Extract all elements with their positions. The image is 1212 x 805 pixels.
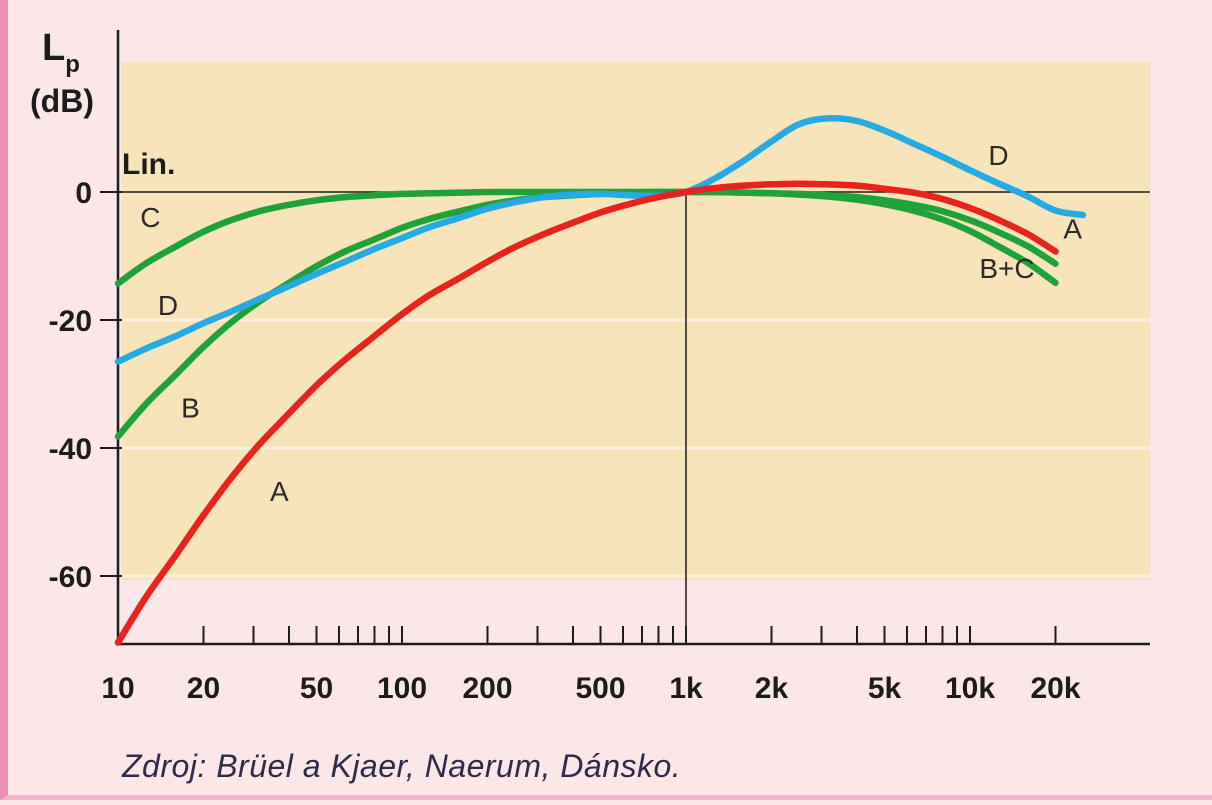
curve-label: D	[158, 290, 178, 321]
y-tick-label: -60	[49, 561, 92, 594]
x-tick-label: 10	[101, 672, 134, 705]
series-line-a	[114, 180, 1059, 646]
curve-label: C	[140, 202, 160, 233]
source-caption: Zdroj: Brüel a Kjaer, Naerum, Dánsko.	[122, 748, 682, 784]
y-tick-label: -40	[49, 433, 92, 466]
curve-label: D	[988, 140, 1008, 171]
x-tick-label: 10k	[945, 672, 995, 705]
x-tick-label: 20k	[1030, 672, 1080, 705]
series-line-d	[114, 115, 1087, 365]
x-tick-label: 500	[575, 672, 625, 705]
y-axis-unit: (dB)	[30, 83, 94, 119]
y-tick-label: 0	[75, 177, 92, 210]
x-tick-label: 1k	[669, 672, 703, 705]
x-tick-label: 5k	[868, 672, 902, 705]
x-tick-label: 2k	[755, 672, 789, 705]
curve-label: A	[1063, 214, 1082, 245]
curve-label: A	[270, 476, 289, 507]
y-axis-label-sub: p	[65, 51, 80, 78]
y-tick-label: -20	[49, 305, 92, 338]
y-axis-label-main: L	[42, 27, 65, 69]
axis-ticks: 0 -20 -40 -60 10 20 50 100 200 500 1k 2k 5k 10k 20k	[49, 30, 1150, 705]
curve-label: B	[181, 392, 200, 423]
x-tick-label: 50	[300, 672, 333, 705]
curve-label: B+C	[979, 253, 1034, 284]
x-tick-label: 100	[377, 672, 427, 705]
x-tick-label: 20	[187, 672, 220, 705]
reference-label: Lin.	[122, 148, 175, 181]
series-lines	[114, 115, 1087, 646]
x-tick-label: 200	[462, 672, 512, 705]
y-axis-label: Lp	[42, 27, 80, 78]
curve-labels: C D B A D A B+C	[140, 140, 1082, 507]
